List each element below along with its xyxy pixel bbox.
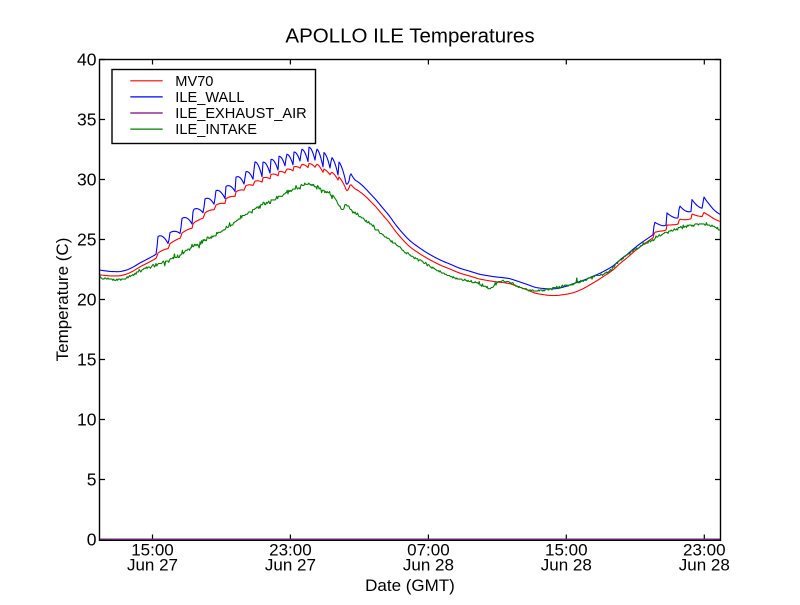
svg-text:Temperature (C): Temperature (C): [53, 238, 72, 362]
svg-text:0: 0: [87, 530, 97, 550]
svg-text:ILE_INTAKE: ILE_INTAKE: [175, 122, 257, 138]
svg-text:25: 25: [77, 230, 96, 250]
svg-text:MV70: MV70: [175, 74, 213, 90]
svg-text:40: 40: [77, 50, 97, 70]
svg-text:5: 5: [87, 470, 97, 490]
svg-text:15:00: 15:00: [545, 541, 588, 560]
svg-text:Date (GMT): Date (GMT): [365, 576, 455, 595]
svg-text:07:00: 07:00: [407, 541, 450, 560]
svg-text:Jun 27: Jun 27: [265, 555, 316, 574]
svg-text:10: 10: [77, 410, 97, 430]
svg-text:APOLLO ILE Temperatures: APOLLO ILE Temperatures: [285, 25, 534, 48]
svg-text:15: 15: [77, 350, 96, 370]
svg-text:35: 35: [77, 110, 96, 130]
svg-text:Jun 28: Jun 28: [541, 555, 592, 574]
svg-text:15:00: 15:00: [131, 541, 174, 560]
svg-text:23:00: 23:00: [683, 541, 726, 560]
svg-text:Jun 28: Jun 28: [403, 555, 454, 574]
svg-text:ILE_WALL: ILE_WALL: [175, 90, 244, 106]
svg-text:ILE_EXHAUST_AIR: ILE_EXHAUST_AIR: [175, 106, 306, 122]
svg-text:20: 20: [77, 290, 97, 310]
svg-text:30: 30: [77, 170, 97, 190]
svg-text:Jun 28: Jun 28: [679, 555, 730, 574]
svg-text:23:00: 23:00: [269, 541, 312, 560]
svg-text:Jun 27: Jun 27: [127, 555, 178, 574]
